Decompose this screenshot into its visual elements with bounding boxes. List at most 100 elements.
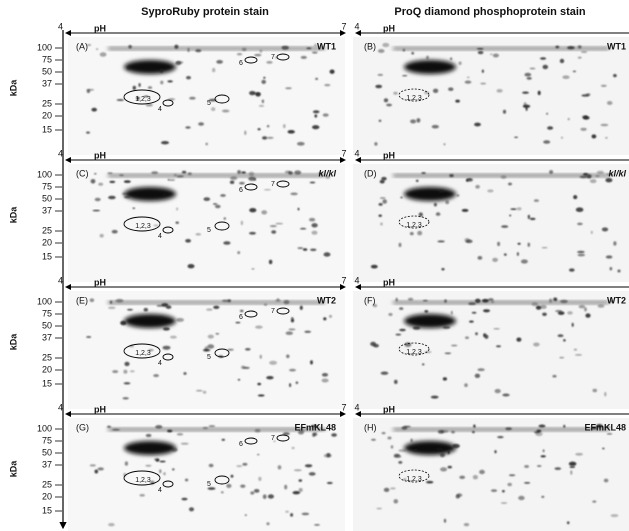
gel-spot xyxy=(436,448,443,450)
gel-spot xyxy=(575,207,584,212)
gel-spot xyxy=(563,424,566,428)
gel-spot xyxy=(123,369,128,374)
gel-spot xyxy=(464,80,472,84)
gel-spot xyxy=(223,217,226,220)
gel-spot xyxy=(475,184,480,189)
gel-spot xyxy=(255,92,261,97)
gel-spot xyxy=(275,299,281,302)
gel-spot xyxy=(143,307,148,312)
gel-spot xyxy=(610,514,619,518)
gel-spot xyxy=(323,317,327,321)
gel-spot xyxy=(393,91,398,95)
gel-spot xyxy=(288,328,296,331)
gel-spot xyxy=(286,354,290,359)
panel-label: (D) xyxy=(364,168,377,178)
gel-spot xyxy=(132,207,136,209)
gel-streak xyxy=(108,174,325,177)
gel-spot xyxy=(311,230,318,235)
mw-tick-label: 15 xyxy=(42,124,52,134)
gel-spot xyxy=(189,96,196,100)
gel-spot xyxy=(441,268,445,271)
gel-spot xyxy=(314,114,318,118)
gel-spot xyxy=(617,269,621,273)
gel-spot xyxy=(445,200,450,205)
gel-spot xyxy=(390,487,396,490)
gel-spot xyxy=(162,193,166,195)
gel-spot xyxy=(597,304,605,308)
mw-tick-label: 15 xyxy=(42,505,52,515)
spot-circle xyxy=(162,353,174,361)
gel-spot xyxy=(526,77,532,80)
gel-background xyxy=(353,291,629,409)
gel-spot xyxy=(549,170,554,174)
column-header: ProQ diamond phosphoprotein stain xyxy=(394,6,586,18)
gel-spot xyxy=(383,487,390,492)
ph-max: 7 xyxy=(341,148,346,158)
gel-spot xyxy=(575,452,583,456)
gel-spot xyxy=(507,482,512,487)
gel-spot xyxy=(309,217,316,222)
gel-spot xyxy=(541,495,545,498)
mw-tick-label: 20 xyxy=(42,110,52,120)
gel-spot xyxy=(176,433,184,436)
gel-spot xyxy=(203,197,211,202)
gel-spot xyxy=(549,298,553,303)
mw-tick-label: 75 xyxy=(42,308,52,318)
gel-spot xyxy=(241,47,247,52)
gel-spot xyxy=(230,474,234,478)
gel-spot xyxy=(91,107,97,112)
gel-spot xyxy=(437,240,445,243)
gel-spot xyxy=(223,241,231,245)
panel-label: (H) xyxy=(364,422,377,432)
mw-tick-label: 25 xyxy=(42,479,52,489)
mw-label: kDa xyxy=(8,79,18,97)
gel-spot xyxy=(284,484,288,490)
gel-spot xyxy=(299,227,307,230)
gel-spot xyxy=(122,192,127,195)
gel-spot xyxy=(161,303,169,307)
gel-spot xyxy=(289,383,292,388)
gel-spot xyxy=(529,217,536,221)
gel-spot xyxy=(282,432,290,436)
gel-spot xyxy=(122,397,129,400)
gel-spot xyxy=(236,53,243,56)
gel-background xyxy=(353,418,629,531)
gel-blob xyxy=(124,441,176,455)
gel-spot xyxy=(94,469,99,474)
ph-max: 7 xyxy=(341,402,346,412)
gel-spot xyxy=(266,376,274,380)
gel-spot xyxy=(568,461,577,466)
gel-spot xyxy=(604,392,607,397)
gel-spot xyxy=(381,432,386,435)
gel-spot xyxy=(394,379,398,384)
gel-spot xyxy=(94,173,97,175)
gel-spot xyxy=(451,344,458,347)
ph-label: pH xyxy=(383,404,395,414)
gel-streak xyxy=(393,428,609,431)
gel-spot xyxy=(259,49,263,53)
ph-label: pH xyxy=(383,150,395,160)
gel-blob xyxy=(404,314,456,328)
gel-spot xyxy=(603,478,609,483)
gel-spot xyxy=(98,182,104,186)
gel-spot xyxy=(529,67,536,70)
gel-spot xyxy=(440,430,449,433)
gel-spot xyxy=(605,255,613,259)
gel-background xyxy=(68,164,345,282)
mw-tick-label: 37 xyxy=(42,459,52,469)
gel-spot xyxy=(378,203,383,206)
gel-spot xyxy=(170,335,177,339)
gel-spot xyxy=(407,297,414,301)
gel-spot xyxy=(546,112,549,115)
gel-spot xyxy=(592,500,597,503)
gel-spot xyxy=(221,109,230,113)
gel-spot xyxy=(298,479,303,482)
gel-spot xyxy=(187,172,192,176)
gel-spot xyxy=(552,374,557,378)
gel-spot xyxy=(207,487,216,490)
spot-label: 1,2,3 xyxy=(406,476,422,483)
gel-spot xyxy=(298,430,304,435)
spot-circle xyxy=(398,88,430,102)
gel-spot xyxy=(426,480,434,484)
